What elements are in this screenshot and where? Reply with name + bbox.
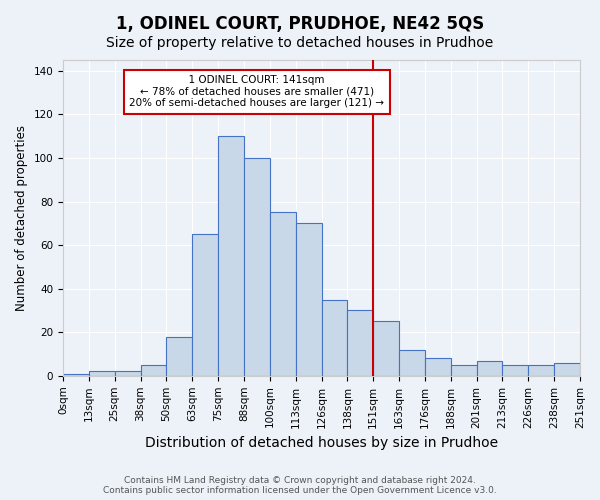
Bar <box>502 365 529 376</box>
Bar <box>270 212 296 376</box>
Bar <box>373 322 399 376</box>
Bar <box>425 358 451 376</box>
Text: 1 ODINEL COURT: 141sqm  
← 78% of detached houses are smaller (471)
20% of semi-: 1 ODINEL COURT: 141sqm ← 78% of detached… <box>130 75 385 108</box>
Text: 1, ODINEL COURT, PRUDHOE, NE42 5QS: 1, ODINEL COURT, PRUDHOE, NE42 5QS <box>116 15 484 33</box>
Bar <box>296 224 322 376</box>
Bar <box>115 372 140 376</box>
Bar <box>322 300 347 376</box>
Y-axis label: Number of detached properties: Number of detached properties <box>15 125 28 311</box>
Bar <box>89 372 115 376</box>
Bar <box>399 350 425 376</box>
Bar <box>529 365 554 376</box>
Text: Contains HM Land Registry data © Crown copyright and database right 2024.
Contai: Contains HM Land Registry data © Crown c… <box>103 476 497 495</box>
Bar <box>554 363 580 376</box>
Bar <box>244 158 270 376</box>
X-axis label: Distribution of detached houses by size in Prudhoe: Distribution of detached houses by size … <box>145 436 498 450</box>
Bar <box>347 310 373 376</box>
Bar <box>140 365 166 376</box>
Bar <box>218 136 244 376</box>
Text: Size of property relative to detached houses in Prudhoe: Size of property relative to detached ho… <box>106 36 494 50</box>
Bar <box>451 365 476 376</box>
Bar <box>166 336 192 376</box>
Bar <box>476 360 502 376</box>
Bar <box>63 374 89 376</box>
Bar <box>192 234 218 376</box>
